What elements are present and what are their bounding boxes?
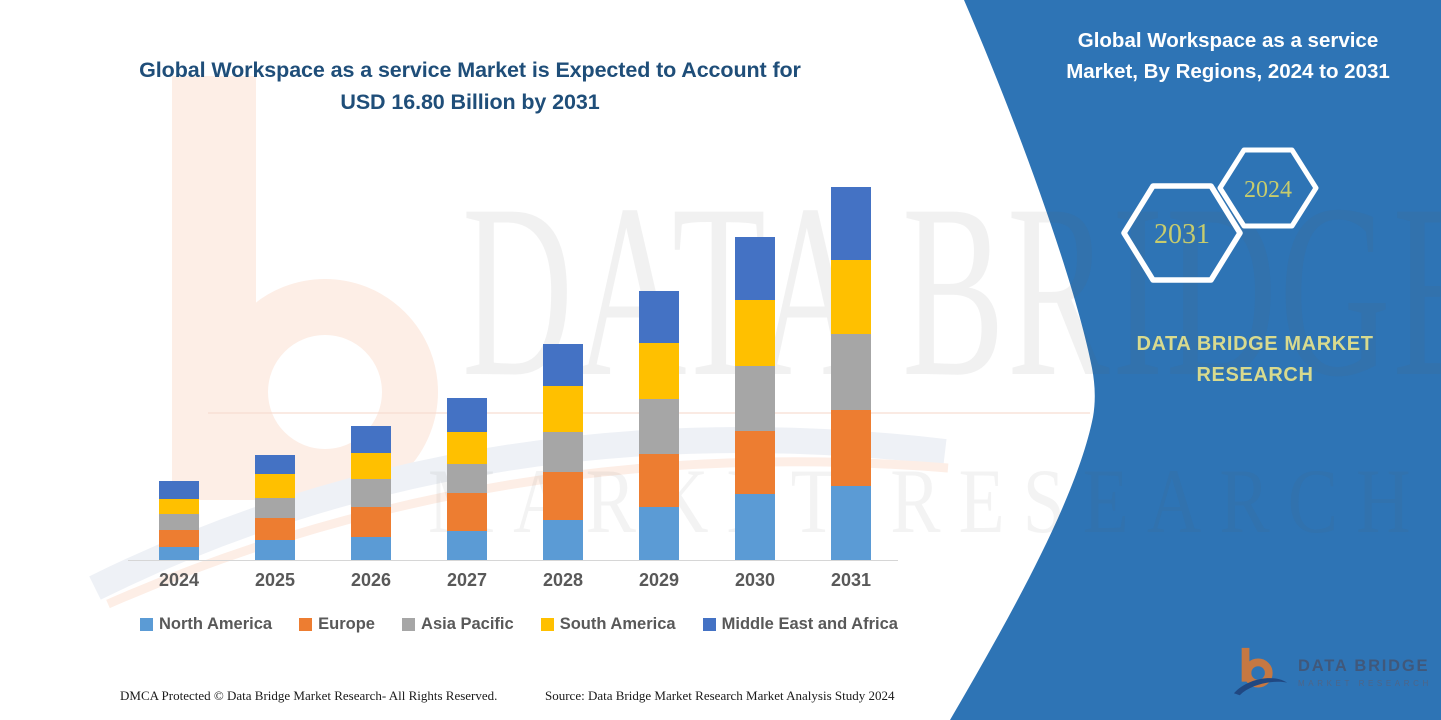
x-axis-label-2028: 2028 [542, 570, 584, 590]
chart-title: Global Workspace as a service Market is … [95, 54, 845, 118]
bar-segment-europe-2024 [159, 529, 199, 547]
chart-title-line2: USD 16.80 Billion by 2031 [340, 90, 600, 114]
bar-segment-north-america-2029 [639, 507, 679, 560]
legend-swatch-middle-east-and-africa [702, 618, 716, 631]
logo-brand-text: DATA BRIDGE [1298, 656, 1430, 675]
bar-segment-asia-pacific-2025 [255, 498, 295, 519]
logo-tagline-text: MARKET RESEARCH [1298, 678, 1432, 688]
x-axis-label-2031: 2031 [830, 570, 872, 590]
legend-swatch-south-america [540, 618, 554, 631]
bar-segment-middle-east-and-africa-2027 [447, 398, 487, 432]
footer-dmca-text: DMCA Protected © Data Bridge Market Rese… [120, 688, 498, 703]
bar-segment-middle-east-and-africa-2026 [351, 425, 391, 453]
data-bridge-logo-icon [1233, 647, 1288, 696]
x-axis-label-2024: 2024 [158, 570, 200, 590]
bar-segment-middle-east-and-africa-2028 [543, 343, 583, 387]
panel-title: Global Workspace as a service Market, By… [1030, 25, 1426, 87]
legend-label-north-america: North America [159, 615, 273, 633]
bar-segment-europe-2031 [831, 410, 871, 487]
legend-label-south-america: South America [559, 615, 676, 633]
bar-segment-north-america-2025 [255, 539, 295, 560]
legend-item-europe: Europe [299, 615, 375, 634]
legend-item-north-america: North America [140, 615, 272, 634]
footer-source-text: Source: Data Bridge Market Research Mark… [545, 688, 895, 703]
logo-text-block: DATA BRIDGE MARKET RESEARCH [1298, 657, 1432, 688]
bar-segment-asia-pacific-2031 [831, 334, 871, 411]
legend-swatch-north-america [140, 618, 153, 631]
bar-segment-europe-2025 [255, 518, 295, 540]
legend: North America Europe Asia Pacific South Ame… [140, 615, 898, 634]
bar-segment-north-america-2028 [543, 519, 583, 560]
panel-title-line1: Global Workspace as a service [1077, 29, 1379, 52]
x-axis-label-2029: 2029 [638, 570, 680, 590]
legend-label-middle-east-and-africa: Middle East and Africa [721, 615, 898, 633]
bar-segment-north-america-2027 [447, 530, 487, 560]
bar-segment-middle-east-and-africa-2030 [735, 236, 775, 301]
bar-segment-asia-pacific-2024 [159, 513, 199, 530]
bar-segment-middle-east-and-africa-2024 [159, 481, 199, 499]
bar-segment-asia-pacific-2030 [735, 365, 775, 431]
bar-segment-south-america-2030 [735, 300, 775, 366]
bar-segment-middle-east-and-africa-2029 [639, 291, 679, 343]
bar-segment-south-america-2026 [351, 452, 391, 480]
bar-segment-south-america-2031 [831, 259, 871, 335]
bar-segment-asia-pacific-2028 [543, 431, 583, 473]
bar-segment-south-america-2024 [159, 498, 199, 514]
bar-segment-asia-pacific-2026 [351, 479, 391, 508]
bar-segment-europe-2027 [447, 493, 487, 531]
bar-segment-south-america-2025 [255, 474, 295, 499]
bar-segment-north-america-2024 [159, 546, 199, 560]
legend-item-asia-pacific: Asia Pacific [402, 615, 514, 634]
x-axis-label-2027: 2027 [446, 570, 488, 590]
bar-segment-north-america-2031 [831, 486, 871, 560]
bar-segment-europe-2026 [351, 507, 391, 537]
bar-segment-asia-pacific-2027 [447, 464, 487, 494]
bar-segment-europe-2028 [543, 472, 583, 520]
panel-brand-text: DATA BRIDGE MARKET RESEARCH [1136, 333, 1374, 386]
legend-swatch-asia-pacific [402, 618, 416, 631]
bar-segment-south-america-2028 [543, 386, 583, 432]
legend-item-south-america: South America [540, 615, 676, 634]
legend-swatch-europe [299, 618, 313, 631]
legend-label-asia-pacific: Asia Pacific [421, 615, 514, 633]
bar-segment-north-america-2030 [735, 494, 775, 560]
bar-segment-middle-east-and-africa-2025 [255, 454, 295, 475]
panel-title-line2: Market, By Regions, 2024 to 2031 [1066, 60, 1390, 83]
bar-segment-europe-2030 [735, 430, 775, 495]
bar-segment-south-america-2027 [447, 431, 487, 465]
brand-logo: DATA BRIDGE MARKET RESEARCH [1232, 643, 1432, 701]
x-axis-label-2025: 2025 [254, 570, 296, 590]
x-axis-line [128, 560, 898, 561]
x-axis-label-2026: 2026 [350, 570, 392, 590]
bar-segment-asia-pacific-2029 [639, 399, 679, 454]
legend-label-europe: Europe [318, 615, 375, 633]
bar-segment-middle-east-and-africa-2031 [831, 187, 871, 260]
bar-segment-europe-2029 [639, 453, 679, 508]
bar-segment-south-america-2029 [639, 342, 679, 400]
x-axis-label-2030: 2030 [734, 570, 776, 590]
legend-item-middle-east-and-africa: Middle East and Africa [702, 615, 898, 634]
bar-segment-north-america-2026 [351, 536, 391, 560]
